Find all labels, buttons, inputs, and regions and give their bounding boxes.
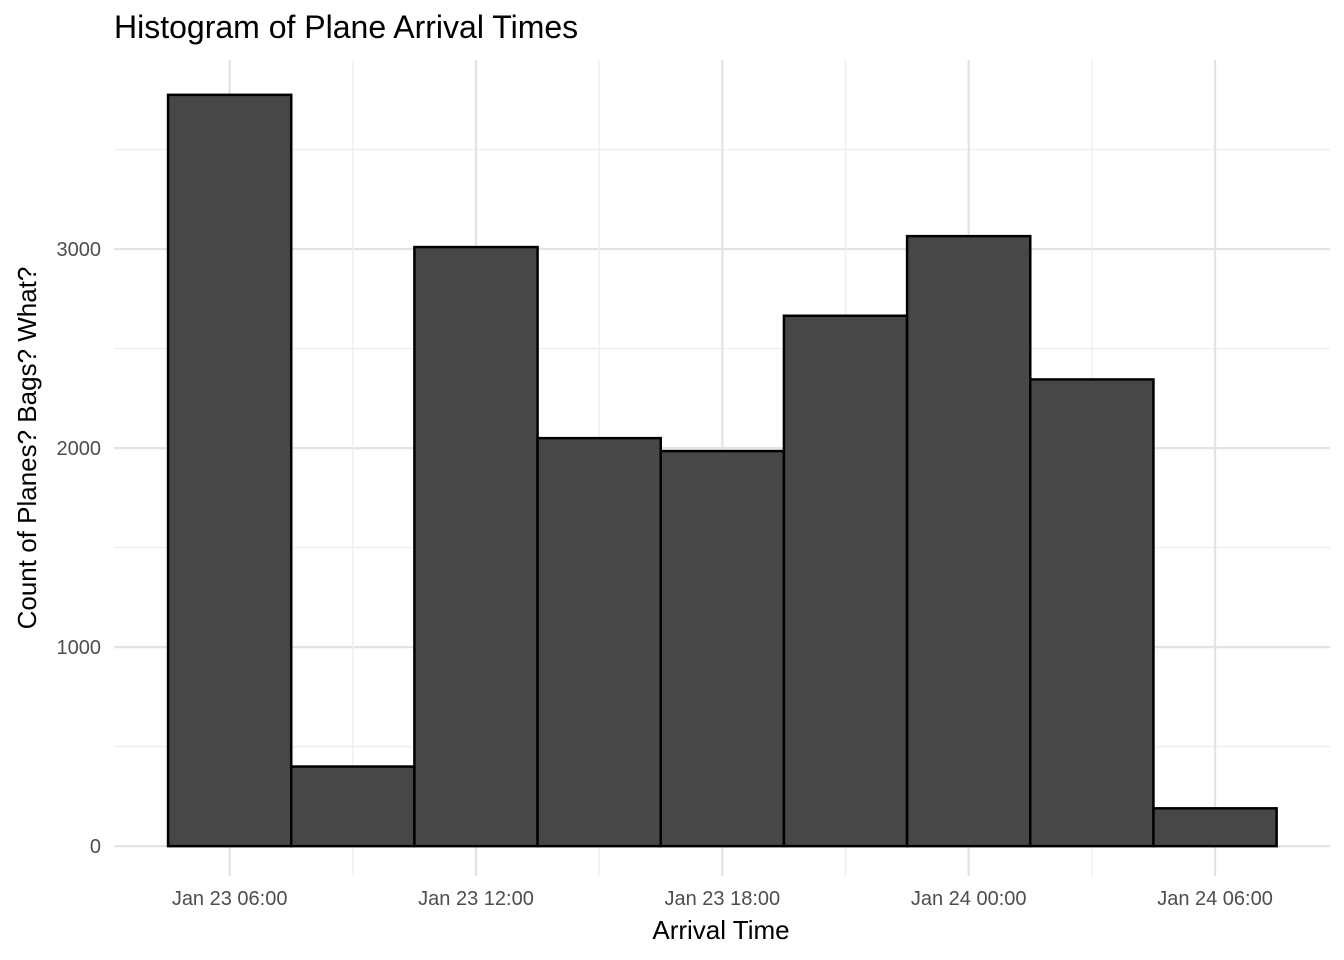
y-tick-label: 0	[90, 836, 101, 858]
y-axis-tick-labels: 0 1000 2000 3000	[57, 239, 102, 858]
histogram-bar	[413, 245, 539, 848]
histogram-bar	[1029, 378, 1155, 848]
x-tick-label: Jan 24 06:00	[1157, 888, 1273, 910]
histogram-bar	[659, 449, 786, 848]
x-tick-label: Jan 23 06:00	[172, 888, 288, 910]
histogram-bar	[905, 234, 1032, 848]
chart-title: Histogram of Plane Arrival Times	[114, 9, 578, 45]
y-tick-label: 3000	[57, 239, 102, 261]
histogram-bar	[1152, 807, 1278, 848]
x-axis-tick-labels: Jan 23 06:00 Jan 23 12:00 Jan 23 18:00 Jan …	[172, 888, 1273, 910]
x-tick-label: Jan 23 12:00	[418, 888, 534, 910]
histogram-bar	[782, 314, 909, 848]
y-tick-label: 1000	[57, 637, 102, 659]
x-tick-label: Jan 23 18:00	[665, 888, 781, 910]
x-axis-title: Arrival Time	[652, 915, 789, 945]
histogram-bars	[166, 93, 1278, 848]
histogram-bar	[536, 436, 663, 848]
histogram-bar	[166, 93, 293, 848]
x-tick-label: Jan 24 00:00	[911, 888, 1027, 910]
histogram-bar	[289, 765, 416, 848]
y-axis-title: Count of Planes? Bags? What?	[12, 267, 42, 630]
y-tick-label: 2000	[57, 438, 102, 460]
